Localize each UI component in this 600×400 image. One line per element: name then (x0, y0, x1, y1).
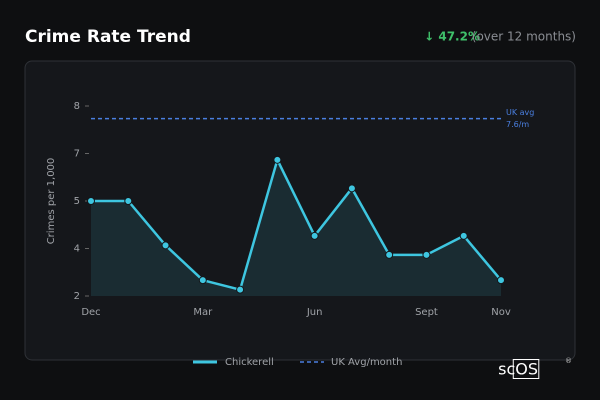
change: ↓ 47.2% (424, 30, 480, 44)
point (124, 197, 133, 205)
area (91, 159, 501, 296)
point (273, 155, 282, 164)
point (347, 184, 356, 193)
brand: scOS (498, 360, 538, 379)
point (161, 241, 170, 250)
point (497, 276, 505, 285)
point (310, 231, 319, 240)
reference-label: 7.6/m (506, 120, 529, 129)
title: Crime Rate Trend (25, 27, 191, 47)
x-tick-label: Mar (193, 307, 213, 318)
brand-mark: ® (565, 357, 572, 365)
y-tick-label: 4 (74, 244, 80, 255)
x-tick-label: Dec (81, 307, 100, 318)
brand-box (512, 359, 540, 379)
point (236, 285, 245, 294)
point (385, 250, 394, 259)
y-tick-label: 8 (74, 101, 80, 112)
point (459, 231, 468, 240)
x-tick-label: Nov (491, 307, 511, 318)
y-tick-label: 7 (74, 149, 80, 160)
legend-label: UK Avg/month (331, 357, 402, 368)
chart-panel (24, 60, 576, 361)
y-tick-label: 2 (74, 291, 80, 302)
x-tick-label: Sept (415, 307, 438, 318)
point (198, 276, 207, 285)
line (91, 158, 502, 291)
y-axis-label: Crimes per 1,000 (46, 158, 57, 245)
legend-label: Chickerell (225, 357, 274, 368)
y-tick-label: 5 (74, 196, 80, 207)
period: (over 12 months) (472, 30, 576, 44)
point (422, 250, 431, 259)
reference-label: UK avg (506, 108, 534, 117)
point (87, 197, 95, 205)
x-tick-label: Jun (306, 307, 323, 318)
